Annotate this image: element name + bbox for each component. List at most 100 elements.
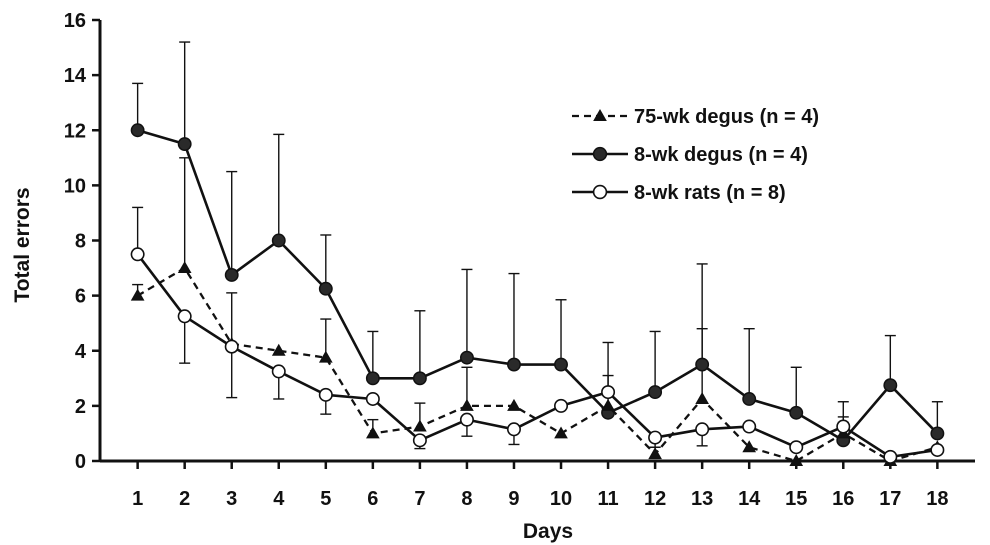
data-point [366, 426, 380, 439]
data-point [413, 419, 427, 432]
series-2 [130, 247, 945, 464]
data-point [742, 392, 757, 406]
data-point [883, 378, 898, 393]
data-point [789, 405, 804, 420]
data-point [459, 350, 474, 365]
x-axis-title: Days [523, 520, 573, 543]
series-line [137, 266, 938, 463]
y-tick-label: 6 [75, 286, 86, 308]
legend-item: 75-wk degus (n = 4) [572, 106, 819, 128]
data-point [271, 233, 286, 248]
data-point [836, 419, 851, 434]
data-point [506, 422, 521, 437]
data-point [130, 247, 145, 262]
data-point [365, 391, 380, 406]
data-point [177, 261, 192, 274]
data-point [789, 454, 804, 466]
data-point [695, 422, 710, 437]
legend-marker [592, 146, 608, 162]
x-tick-label: 12 [644, 488, 666, 510]
data-point [601, 385, 616, 400]
data-point [177, 309, 192, 324]
x-tick-label: 11 [597, 488, 618, 510]
data-point [930, 442, 945, 457]
legend-label: 8-wk rats (n = 8) [634, 182, 786, 204]
x-tick-label: 5 [320, 488, 331, 510]
y-tick-label: 2 [75, 396, 86, 418]
series-line [136, 253, 938, 459]
legend-label: 75-wk degus (n = 4) [634, 106, 819, 128]
x-tick-label: 4 [273, 488, 285, 510]
y-axis: 0 2 4 6 8 10 12 14 16 [64, 10, 102, 473]
error-bars [132, 41, 943, 441]
error-bars [132, 206, 849, 450]
data-point [318, 350, 333, 363]
x-tick-label: 16 [832, 488, 854, 510]
data-point [554, 357, 568, 372]
data-point [318, 281, 333, 296]
x-tick-label: 7 [414, 488, 425, 510]
x-tick-label: 18 [926, 488, 948, 510]
x-tick-label: 9 [508, 488, 519, 510]
legend-item: 8-wk rats (n = 8) [572, 182, 786, 204]
x-tick-label: 3 [226, 488, 237, 510]
data-point [601, 398, 615, 411]
x-tick-label: 6 [367, 488, 378, 510]
x-ticks: 1 2 3 4 5 6 7 8 9 10 11 12 13 14 15 16 17 18 [132, 461, 948, 510]
data-point [507, 398, 521, 411]
x-tick-label: 13 [691, 488, 713, 510]
data-point [130, 288, 145, 301]
legend-marker [592, 184, 608, 200]
data-point [318, 387, 333, 402]
data-point [271, 343, 286, 356]
legend-marker [593, 109, 607, 121]
data-point [365, 371, 380, 386]
data-point [507, 357, 521, 372]
data-point [648, 447, 662, 460]
data-point [930, 426, 945, 441]
x-tick-label: 17 [879, 488, 901, 510]
y-tick-label: 12 [64, 120, 86, 142]
data-point [412, 371, 427, 386]
y-tick-label: 0 [75, 451, 86, 473]
legend: 75-wk degus (n = 4) 8-wk degus (n = 4) 8-w… [572, 106, 819, 204]
x-tick-label: 2 [179, 488, 190, 510]
data-point [460, 398, 474, 411]
data-point [412, 433, 427, 448]
x-tick-label: 14 [738, 488, 761, 510]
data-point [789, 440, 804, 455]
y-axis-title: Total errors [11, 187, 34, 302]
data-point [554, 398, 569, 413]
x-tick-label: 1 [132, 488, 143, 510]
data-point [271, 364, 286, 379]
series-line [137, 129, 939, 442]
plot-area [130, 41, 945, 466]
data-point [459, 412, 474, 427]
x-tick-label: 8 [461, 488, 472, 510]
y-tick-label: 8 [75, 231, 86, 253]
data-point [883, 449, 898, 464]
x-tick-label: 10 [550, 488, 572, 510]
legend-label: 8-wk degus (n = 4) [634, 144, 808, 166]
data-point [695, 357, 710, 372]
legend-item: 8-wk degus (n = 4) [572, 144, 808, 166]
data-point [648, 385, 663, 400]
y-ticks: 0 2 4 6 8 10 12 14 16 [64, 10, 100, 473]
data-point [130, 123, 145, 138]
data-point [177, 137, 192, 151]
y-tick-label: 4 [75, 341, 87, 363]
y-tick-label: 10 [64, 175, 86, 197]
data-point [224, 339, 239, 354]
data-point [224, 268, 239, 282]
data-point [742, 419, 757, 434]
data-point [742, 440, 757, 453]
data-point [695, 391, 709, 404]
y-tick-label: 16 [64, 10, 86, 32]
x-axis: 1 2 3 4 5 6 7 8 9 10 11 12 13 14 15 16 17 18 [100, 459, 975, 510]
x-tick-label: 15 [785, 488, 807, 510]
y-tick-label: 14 [64, 65, 87, 87]
data-point [648, 430, 663, 445]
data-point [554, 426, 568, 439]
series-1 [130, 123, 945, 448]
